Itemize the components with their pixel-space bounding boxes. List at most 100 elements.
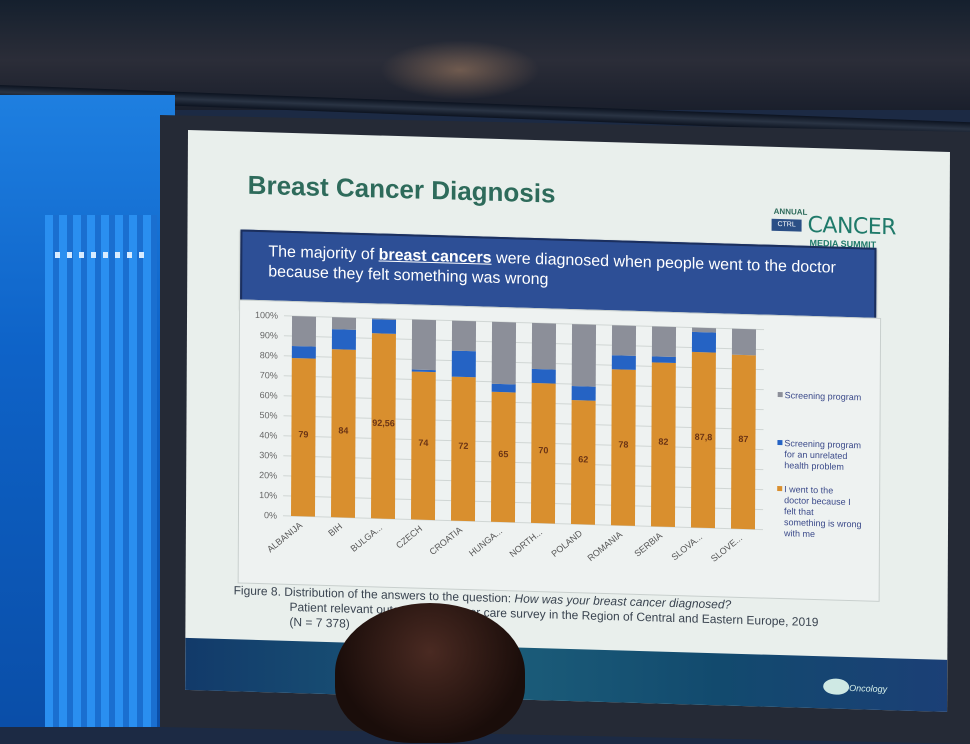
y-tick-label: 100% — [255, 310, 278, 321]
data-label: 62 — [578, 454, 588, 464]
y-tick-label: 30% — [259, 450, 277, 461]
gridline — [283, 435, 764, 451]
bar-segment-screening-program — [291, 315, 317, 347]
legend-label: Screening program — [784, 438, 861, 450]
stacked-bar-chart: 0% 10% 20% 30% 40% 50% 60% 70% 80% 90% 100% 79 ALBAN… — [237, 299, 882, 602]
y-tick-label: 50% — [259, 410, 277, 421]
bar-segment-felt-wrong — [690, 351, 716, 529]
data-label: 79 — [298, 429, 308, 439]
bar-segment-screening-program — [372, 318, 397, 320]
y-tick-label: 10% — [259, 490, 277, 501]
legend-label: something is wrong — [784, 517, 862, 529]
x-tick-label: SLOVE... — [709, 533, 744, 564]
bar-segment-screening-unrelated — [531, 368, 556, 384]
gridline — [283, 475, 764, 491]
y-tick-label: 80% — [260, 350, 278, 361]
slide-title: Breast Cancer Diagnosis — [247, 169, 556, 209]
footer-brand: Oncology — [849, 683, 888, 695]
logo-annual: ANNUAL — [773, 206, 808, 217]
ceiling-light — [380, 40, 540, 100]
x-tick-label: ROMANIA — [586, 529, 625, 563]
gridline — [283, 415, 764, 431]
y-tick-label: 20% — [259, 470, 277, 481]
bar-segment-felt-wrong — [410, 371, 436, 521]
data-label: 92,56 — [372, 418, 395, 429]
x-tick-label: CZECH — [394, 523, 424, 550]
bar-segment-screening-unrelated — [331, 329, 356, 350]
banner-text-start: The majority of — [268, 243, 379, 264]
bar-segment-screening-program — [451, 320, 477, 352]
y-tick-label: 90% — [260, 330, 278, 341]
bar-segment-felt-wrong — [610, 369, 636, 526]
bar-segment-screening-unrelated — [371, 319, 397, 334]
data-label: 70 — [538, 445, 548, 455]
bar-segment-screening-unrelated — [651, 356, 676, 364]
x-tick-label: BIH — [326, 521, 344, 538]
x-tick-label: BULGA... — [349, 522, 385, 553]
x-tick-label: ALBANIJA — [265, 520, 304, 554]
bar-segment-felt-wrong — [650, 362, 676, 528]
x-tick-label: SLOVA... — [669, 532, 704, 563]
bar-segment-screening-unrelated — [291, 345, 316, 359]
chart-svg: 0% 10% 20% 30% 40% 50% 60% 70% 80% 90% 100% 79 ALBAN… — [255, 310, 862, 564]
bar-segment-felt-wrong — [730, 354, 756, 530]
y-tick-label: 40% — [259, 430, 277, 441]
presentation-slide: Breast Cancer Diagnosis ANNUAL CTRL CANC… — [185, 130, 950, 712]
x-tick-label: CROATIA — [428, 525, 465, 557]
legend-label: health problem — [784, 460, 844, 472]
x-tick-label: POLAND — [549, 528, 584, 559]
gridline — [283, 355, 764, 371]
banner-text: The majority of breast cancers were diag… — [268, 242, 868, 299]
logo-cancer: CANCER — [807, 212, 897, 241]
legend-swatch — [777, 391, 783, 398]
gridline — [283, 335, 764, 351]
caption-label: Figure 8. — [233, 583, 281, 599]
data-label: 74 — [418, 438, 428, 448]
gridline — [283, 395, 764, 411]
bar-segment-screening-unrelated — [491, 383, 516, 393]
data-label: 87 — [738, 434, 748, 444]
pillar-lights — [55, 252, 150, 258]
bar-segment-felt-wrong — [490, 391, 516, 523]
data-label: 78 — [618, 439, 628, 449]
audience-head — [335, 603, 525, 743]
bar-segment-screening-program — [731, 328, 757, 356]
bar-segment-screening-program — [651, 326, 677, 358]
x-tick-label: NORTH... — [508, 527, 545, 559]
legend-swatch — [777, 485, 783, 492]
bar-segment-felt-wrong — [530, 382, 556, 524]
data-label: 84 — [338, 425, 348, 435]
bar-segment-screening-unrelated — [611, 355, 636, 370]
banner-emphasis: breast cancers — [378, 246, 492, 267]
bar-segment-felt-wrong — [290, 357, 316, 517]
bar-segment-screening-program — [692, 327, 717, 333]
pfizer-logo-icon — [823, 678, 850, 696]
x-tick-label: SERBIA — [632, 530, 664, 558]
bar-segment-screening-unrelated — [451, 350, 476, 378]
logo-ctrl: CTRL — [771, 218, 802, 232]
bar-segment-felt-wrong — [330, 349, 356, 518]
bar-segment-felt-wrong — [370, 333, 396, 519]
legend-label: felt that — [784, 506, 814, 517]
bar-segment-screening-unrelated — [571, 386, 596, 401]
bar-segment-screening-program — [571, 324, 597, 387]
legend-label: I went to the — [784, 484, 833, 495]
data-label: 65 — [498, 449, 508, 459]
data-label: 72 — [458, 441, 468, 451]
bar-segment-screening-program — [491, 321, 517, 385]
bar-segment-felt-wrong — [570, 400, 596, 525]
y-tick-label: 0% — [264, 510, 277, 520]
bar-segment-screening-program — [331, 317, 357, 330]
bar-segment-screening-program — [531, 322, 557, 370]
y-tick-label: 70% — [260, 370, 278, 381]
legend-label: doctor because I — [784, 495, 851, 507]
y-tick-label: 60% — [260, 390, 278, 401]
data-label: 87,8 — [695, 432, 713, 443]
gridline — [283, 455, 764, 471]
legend-label: for an unrelated — [784, 449, 847, 461]
gridline — [283, 375, 764, 391]
bar-segment-screening-unrelated — [411, 369, 436, 373]
gridline — [282, 515, 763, 531]
stage-pillar — [45, 215, 157, 727]
gridline — [283, 495, 764, 511]
